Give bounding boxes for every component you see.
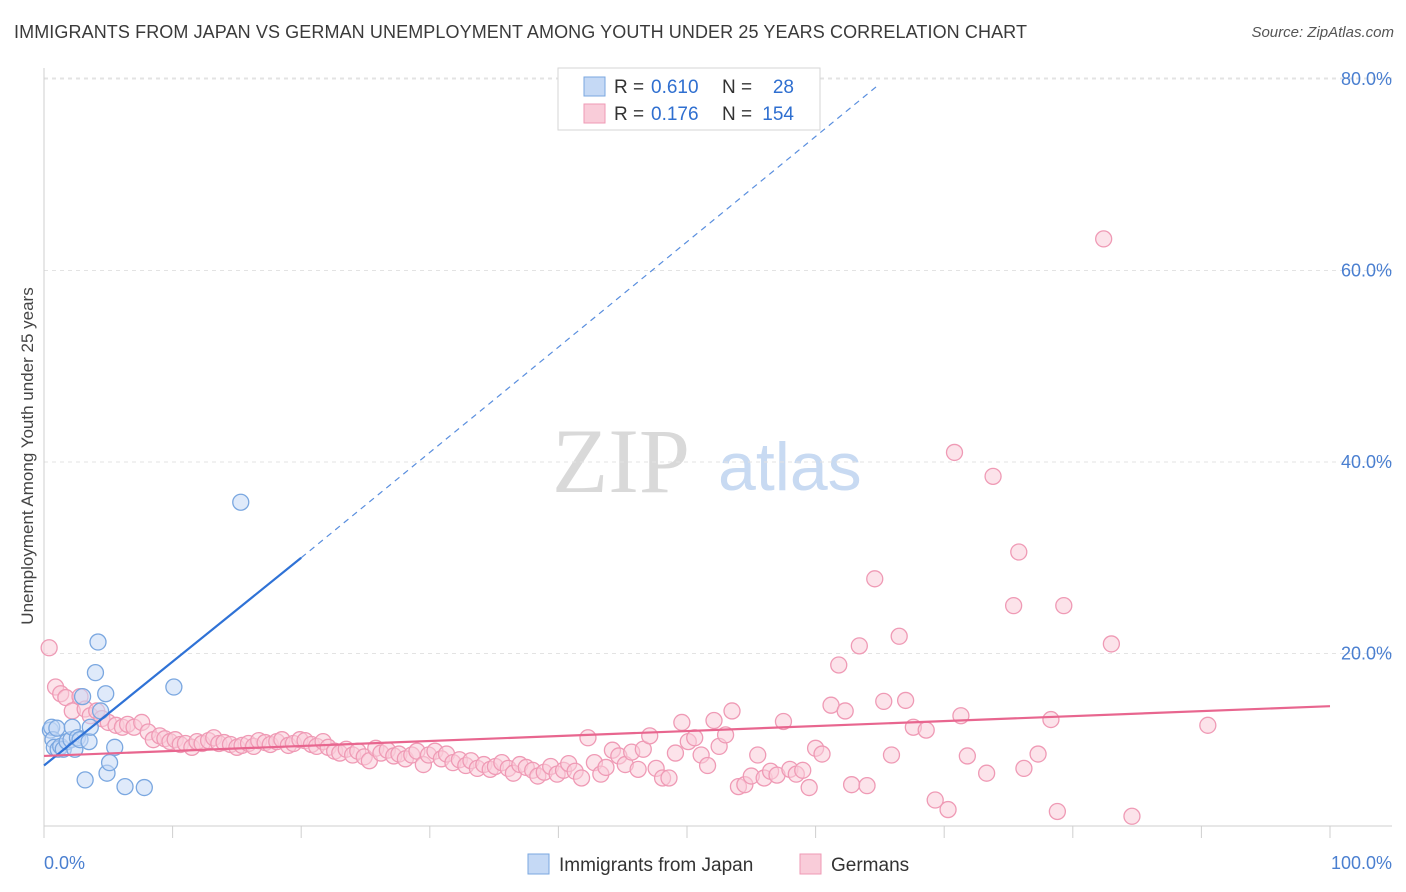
japan-point-21 [97, 685, 115, 703]
japan-point-27 [165, 678, 183, 696]
germans-point-143 [939, 800, 957, 819]
japan-point-19 [89, 633, 107, 651]
legend-n-label-japan: N = [722, 77, 752, 98]
germans-point-156 [1095, 230, 1113, 248]
germans-point-141 [917, 721, 935, 739]
bottom-legend-label-japan: Immigrants from Japan [559, 855, 753, 876]
germans-point-158 [1123, 807, 1141, 825]
legend-r-value-japan: 0.610 [651, 77, 699, 98]
series-immigrants-from-japan [41, 493, 250, 797]
y-axis-label: Unemployment Among Youth under 25 years [18, 287, 37, 624]
trend-line-germans [43, 705, 1331, 758]
bottom-legend-swatch-japan [527, 853, 550, 875]
legend-swatch-germans [583, 103, 606, 124]
legend-r-label-germans: R = [614, 104, 644, 125]
germans-point-144 [945, 443, 964, 462]
germans-point-110 [698, 756, 717, 775]
germans-point-138 [890, 627, 908, 645]
germans-point-91 [579, 729, 597, 747]
germans-point-146 [958, 747, 976, 765]
germans-point-159 [1199, 716, 1217, 734]
germans-point-0 [40, 639, 58, 657]
germans-point-111 [705, 711, 723, 730]
germans-point-114 [723, 702, 741, 720]
germans-point-94 [597, 758, 615, 777]
japan-point-18 [86, 664, 105, 682]
germans-point-150 [1010, 543, 1028, 561]
legend-n-value-japan: 28 [773, 77, 794, 98]
japan-point-28 [232, 493, 250, 511]
japan-point-4 [48, 719, 66, 737]
germans-point-118 [749, 746, 767, 764]
germans-point-142 [926, 791, 944, 809]
germans-point-149 [1004, 596, 1023, 615]
x-tick-label-max: 100.0% [1331, 853, 1392, 873]
watermark: ZIP atlas [552, 410, 862, 512]
germans-point-147 [977, 764, 996, 782]
bottom-legend-swatch-germans [799, 853, 822, 875]
germans-point-154 [1048, 802, 1067, 821]
germans-point-152 [1029, 745, 1047, 763]
japan-point-14 [73, 687, 92, 706]
legend-r-value-germans: 0.176 [651, 104, 699, 125]
legend-n-label-germans: N = [722, 104, 752, 125]
germans-point-104 [660, 769, 678, 787]
trend-line-japan [43, 556, 302, 767]
germans-point-126 [800, 778, 818, 797]
japan-point-25 [116, 777, 134, 796]
germans-point-131 [836, 702, 854, 720]
germans-point-106 [673, 713, 691, 732]
germans-point-134 [858, 776, 876, 795]
watermark-atlas: atlas [718, 429, 862, 505]
japan-point-23 [100, 754, 119, 772]
germans-point-90 [572, 769, 591, 787]
germans-point-105 [666, 744, 685, 762]
trend-lines [43, 83, 1331, 767]
japan-point-15 [76, 771, 94, 789]
gridlines [44, 77, 1392, 654]
legend-swatch-japan [583, 76, 606, 97]
y-tick-label-20: 20.0% [1341, 644, 1392, 664]
germans-point-130 [830, 656, 848, 674]
legend-n-value-germans: 154 [762, 104, 794, 125]
x-tick-label-min: 0.0% [44, 853, 85, 873]
germans-point-137 [882, 746, 901, 764]
germans-point-125 [794, 761, 812, 779]
trend-line-japan-extension [300, 83, 881, 559]
germans-point-151 [1015, 759, 1033, 778]
legend-r-label-japan: R = [614, 77, 644, 98]
japan-point-26 [135, 778, 153, 797]
bottom-legend-label-germans: Germans [831, 855, 909, 876]
germans-point-101 [641, 727, 659, 745]
germans-point-155 [1055, 596, 1073, 615]
germans-point-136 [875, 692, 893, 711]
watermark-zip: ZIP [552, 410, 690, 512]
germans-point-108 [686, 729, 704, 747]
x-axis-ticks [43, 826, 1331, 838]
germans-point-113 [716, 726, 735, 744]
germans-point-122 [774, 712, 793, 731]
germans-point-133 [850, 637, 868, 655]
germans-point-139 [896, 691, 915, 710]
japan-point-16 [80, 732, 98, 751]
germans-point-99 [629, 760, 647, 779]
stats-legend: R = 0.610 N = 28 R = 0.176 N = 154 [557, 67, 821, 131]
germans-point-153 [1042, 710, 1060, 729]
japan-point-24 [106, 738, 124, 756]
y-tick-label-60: 60.0% [1341, 261, 1392, 281]
germans-point-148 [984, 467, 1002, 486]
germans-point-132 [842, 776, 861, 794]
y-tick-labels: 20.0% 40.0% 60.0% 80.0% [1341, 69, 1392, 664]
y-tick-label-40: 40.0% [1341, 452, 1392, 472]
germans-point-128 [813, 745, 831, 763]
source-label: Source: ZipAtlas.com [1251, 24, 1394, 41]
germans-point-135 [866, 570, 884, 588]
germans-point-157 [1102, 635, 1121, 653]
series-germans [40, 230, 1217, 825]
chart-title: IMMIGRANTS FROM JAPAN VS GERMAN UNEMPLOY… [14, 22, 1028, 42]
y-tick-label-80: 80.0% [1341, 69, 1392, 89]
series-legend: Immigrants from Japan Germans [527, 853, 909, 876]
